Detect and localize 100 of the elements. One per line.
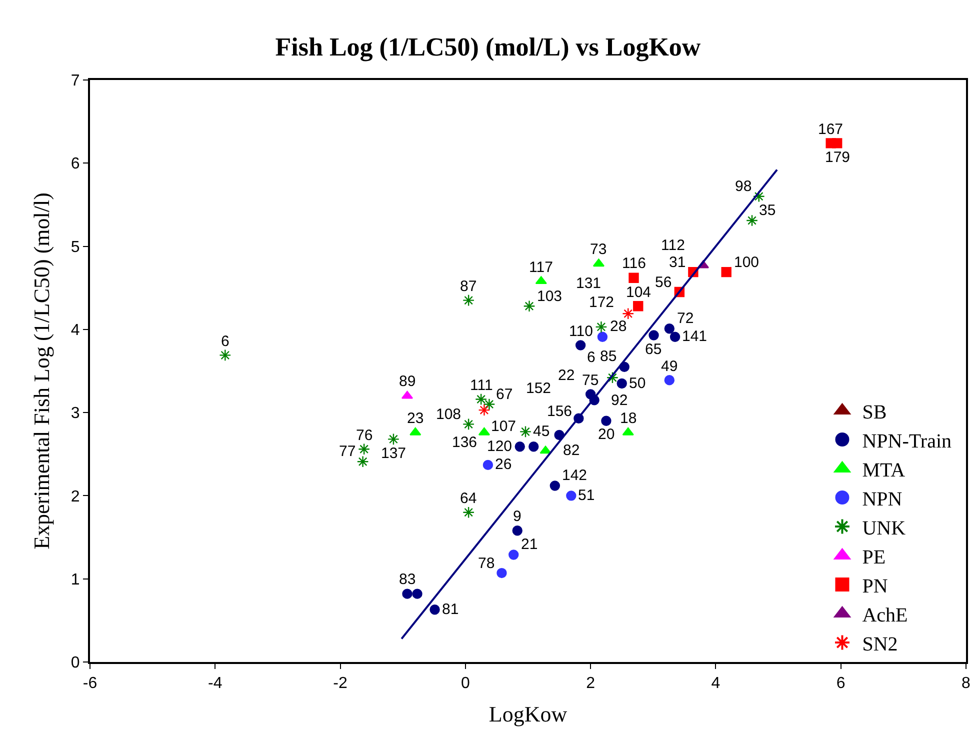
annotation: 35 [759, 202, 776, 219]
point [597, 332, 608, 342]
annotation: 152 [526, 380, 552, 397]
annotation: 111 [470, 377, 493, 394]
annotation: 50 [629, 375, 646, 392]
point [462, 294, 475, 306]
y-tick-label: 1 [70, 571, 80, 588]
annotation: 107 [491, 418, 516, 435]
x-tick-label: 8 [962, 675, 971, 692]
legend-label: MTA [862, 459, 906, 482]
annotation: 64 [460, 490, 477, 507]
y-tick-label: 6 [70, 156, 80, 173]
annotation: 45 [533, 423, 550, 440]
point [540, 446, 552, 454]
point [664, 375, 675, 386]
legend-label: PE [862, 546, 886, 568]
annotation: 75 [582, 372, 599, 389]
point [478, 427, 490, 436]
annotation: 26 [495, 456, 512, 473]
annotation: 21 [521, 536, 538, 553]
legend-label: PN [862, 575, 888, 598]
x-tick-label: -4 [208, 675, 222, 692]
annotation: 136 [452, 434, 478, 451]
legend-label: SN2 [862, 633, 898, 656]
point [410, 427, 422, 436]
x-tick-label: 0 [460, 675, 470, 692]
annotation: 76 [356, 427, 373, 444]
x-tick-label: 2 [586, 675, 596, 692]
y-tick-label: 4 [70, 322, 80, 340]
annotation: 116 [622, 255, 646, 272]
legend-label: SB [862, 401, 887, 424]
point [475, 393, 488, 406]
annotation: 103 [537, 288, 562, 305]
annotation: 142 [562, 467, 588, 484]
point [520, 426, 532, 438]
legend-label: NPN-Train [862, 430, 952, 452]
point [387, 433, 400, 446]
annotation: 67 [496, 386, 513, 403]
point [523, 300, 536, 312]
annotation: 110 [569, 323, 593, 340]
annotation: 179 [825, 149, 850, 166]
y-tick-label: 5 [70, 238, 80, 256]
annotation: 9 [513, 508, 522, 525]
annotation: 49 [661, 358, 678, 375]
point [462, 506, 475, 518]
annotation: 108 [436, 406, 462, 423]
point [462, 418, 475, 430]
point [550, 480, 560, 491]
point [219, 349, 232, 362]
point [670, 332, 680, 342]
annotation: 78 [478, 555, 495, 572]
point [512, 526, 522, 536]
y-axis-title: Experimental Fish Log (1/LC50) (mol/l) [29, 192, 54, 550]
point [482, 460, 494, 470]
annotation: 22 [558, 367, 575, 384]
annotation: 137 [381, 445, 406, 462]
annotation: 18 [620, 410, 637, 427]
annotation: 120 [487, 438, 512, 455]
annotation: 20 [598, 426, 615, 443]
point [514, 442, 525, 452]
legend-label: NPN [862, 488, 902, 510]
point [721, 266, 732, 278]
point [585, 389, 596, 400]
point [832, 138, 842, 148]
y-tick-label: 7 [70, 72, 80, 90]
annotation: 87 [460, 278, 477, 295]
annotation: 92 [611, 392, 628, 409]
annotation: 156 [547, 403, 572, 420]
x-tick-label: 6 [836, 675, 846, 692]
annotation: 23 [407, 410, 424, 427]
point [535, 276, 547, 284]
point [616, 378, 627, 389]
annotation: 112 [661, 237, 685, 254]
point [633, 301, 644, 312]
x-axis-title: LogKow [488, 702, 568, 727]
point [402, 588, 412, 599]
annotation: 65 [645, 341, 662, 358]
legend-label: UNK [862, 517, 906, 540]
annotation: 77 [339, 443, 356, 460]
point [746, 214, 758, 227]
y-tick-label: 0 [70, 654, 80, 672]
point [566, 490, 576, 501]
x-tick-label: -2 [333, 675, 348, 692]
annotation: 31 [669, 254, 686, 271]
point [528, 442, 539, 452]
point [358, 443, 370, 456]
point [356, 456, 369, 468]
annotation: 172 [589, 294, 614, 311]
y-tick-label: 3 [70, 405, 80, 422]
annotation: 98 [735, 178, 752, 195]
point [622, 427, 634, 436]
annotation: 72 [677, 310, 694, 327]
annotation: 51 [578, 487, 595, 504]
point [601, 416, 612, 426]
point [478, 404, 490, 416]
point [606, 372, 618, 384]
annotation: 82 [563, 442, 580, 459]
point [496, 568, 507, 578]
annotation: 28 [610, 318, 627, 335]
point [595, 320, 608, 333]
